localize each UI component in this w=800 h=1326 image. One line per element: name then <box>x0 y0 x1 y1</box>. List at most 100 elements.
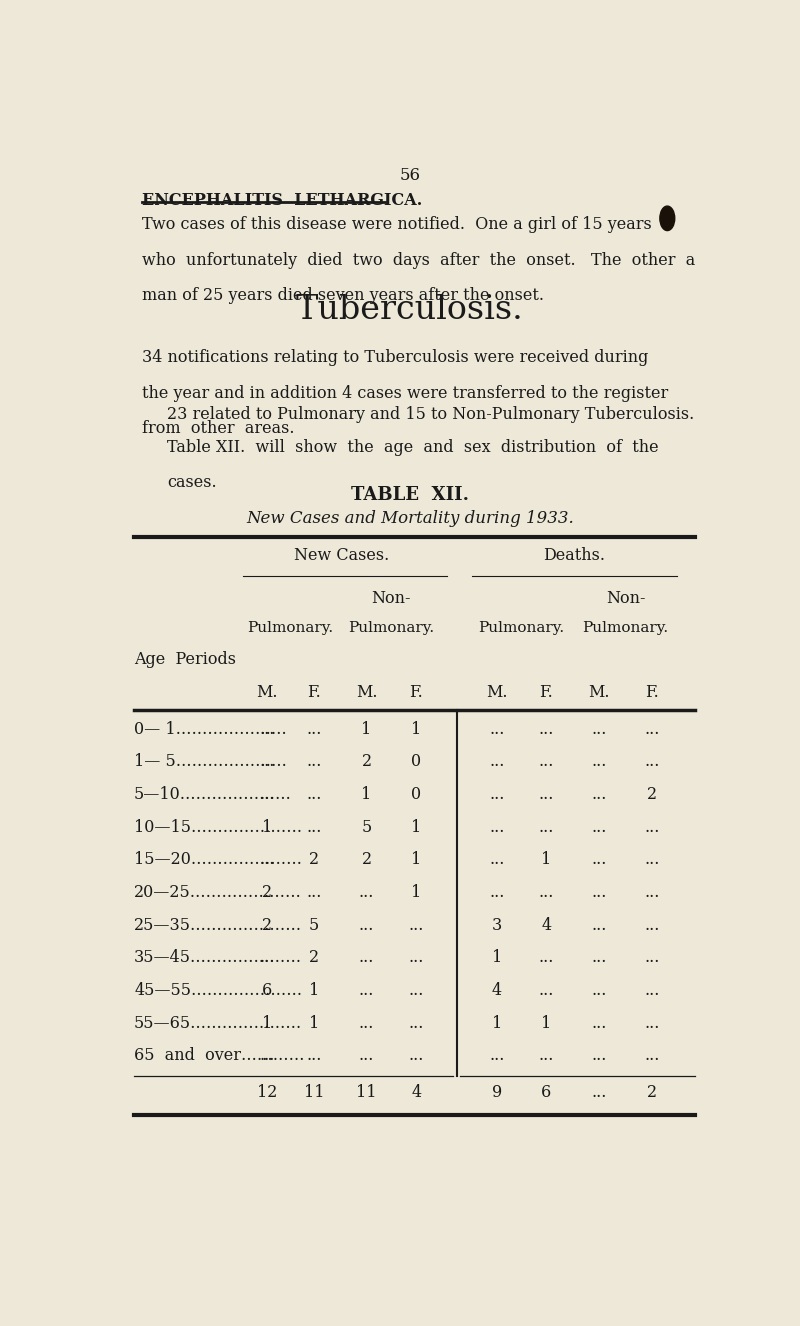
Text: 3: 3 <box>492 916 502 934</box>
Text: ...: ... <box>489 721 505 737</box>
Text: 1: 1 <box>362 786 372 804</box>
Text: ...: ... <box>306 721 322 737</box>
Text: 1: 1 <box>362 721 372 737</box>
Text: ...: ... <box>591 1048 606 1065</box>
Text: 0: 0 <box>411 786 422 804</box>
Text: ...: ... <box>591 786 606 804</box>
Text: ...: ... <box>489 818 505 835</box>
Text: ...: ... <box>409 949 424 967</box>
Text: F.: F. <box>410 684 423 701</box>
Text: Age  Periods: Age Periods <box>134 651 236 668</box>
Text: M.: M. <box>588 684 610 701</box>
Text: 2: 2 <box>646 786 657 804</box>
Text: 1: 1 <box>492 949 502 967</box>
Text: who  unfortunately  died  two  days  after  the  onset.   The  other  a: who unfortunately died two days after th… <box>142 252 695 269</box>
Text: 2: 2 <box>309 851 319 869</box>
Text: 4: 4 <box>411 1085 422 1101</box>
Text: 1— 5…………………: 1— 5………………… <box>134 753 287 770</box>
Text: ...: ... <box>591 983 606 998</box>
Text: M.: M. <box>356 684 378 701</box>
Text: ...: ... <box>538 983 554 998</box>
Text: ...: ... <box>489 851 505 869</box>
Text: 1: 1 <box>309 1014 319 1032</box>
Text: ...: ... <box>306 786 322 804</box>
Text: man of 25 years died seven years after the onset.: man of 25 years died seven years after t… <box>142 288 544 305</box>
Text: ...: ... <box>359 884 374 902</box>
Text: New Cases and Mortality during 1933.: New Cases and Mortality during 1933. <box>246 511 574 528</box>
Text: Pulmonary.: Pulmonary. <box>478 621 565 635</box>
Text: 0: 0 <box>411 753 422 770</box>
Text: 2: 2 <box>646 1085 657 1101</box>
Text: ...: ... <box>306 753 322 770</box>
Text: 1: 1 <box>411 818 422 835</box>
Text: Tuberculosis.: Tuberculosis. <box>296 294 524 326</box>
Text: ...: ... <box>591 949 606 967</box>
Text: M.: M. <box>257 684 278 701</box>
Text: 2: 2 <box>309 949 319 967</box>
Circle shape <box>660 206 674 231</box>
Text: 12: 12 <box>258 1085 278 1101</box>
Text: 10—15…………………: 10—15………………… <box>134 818 302 835</box>
Text: ...: ... <box>489 1048 505 1065</box>
Text: ...: ... <box>489 786 505 804</box>
Text: ...: ... <box>644 1048 659 1065</box>
Text: 4: 4 <box>542 916 551 934</box>
Text: ...: ... <box>359 1048 374 1065</box>
Text: 1: 1 <box>262 1014 273 1032</box>
Text: 1: 1 <box>411 851 422 869</box>
Text: F.: F. <box>645 684 658 701</box>
Text: 5: 5 <box>362 818 372 835</box>
Text: ...: ... <box>591 818 606 835</box>
Text: Non-: Non- <box>606 590 646 607</box>
Text: Table XII.  will  show  the  age  and  sex  distribution  of  the: Table XII. will show the age and sex dis… <box>167 439 658 456</box>
Text: ...: ... <box>538 818 554 835</box>
Text: ...: ... <box>359 916 374 934</box>
Text: 35—45…………………: 35—45………………… <box>134 949 302 967</box>
Text: 1: 1 <box>492 1014 502 1032</box>
Text: ...: ... <box>591 753 606 770</box>
Text: ...: ... <box>538 786 554 804</box>
Text: ...: ... <box>306 884 322 902</box>
Text: 6: 6 <box>542 1085 551 1101</box>
Text: 45—55…………………: 45—55………………… <box>134 983 302 998</box>
Text: ...: ... <box>644 884 659 902</box>
Text: ...: ... <box>591 721 606 737</box>
Text: ...: ... <box>591 916 606 934</box>
Text: 5: 5 <box>309 916 319 934</box>
Text: ...: ... <box>538 949 554 967</box>
Text: 1: 1 <box>411 884 422 902</box>
Text: 2: 2 <box>362 753 372 770</box>
Text: 2: 2 <box>262 884 273 902</box>
Text: 4: 4 <box>492 983 502 998</box>
Text: ...: ... <box>591 884 606 902</box>
Text: ...: ... <box>644 818 659 835</box>
Text: Pulmonary.: Pulmonary. <box>348 621 434 635</box>
Text: ...: ... <box>538 1048 554 1065</box>
Text: ...: ... <box>644 721 659 737</box>
Text: F.: F. <box>539 684 554 701</box>
Text: 56: 56 <box>399 167 421 184</box>
Text: ...: ... <box>260 753 275 770</box>
Text: ...: ... <box>409 916 424 934</box>
Text: the year and in addition 4 cases were transferred to the register: the year and in addition 4 cases were tr… <box>142 385 669 402</box>
Text: 25—35…………………: 25—35………………… <box>134 916 302 934</box>
Text: ...: ... <box>489 753 505 770</box>
Text: ...: ... <box>538 884 554 902</box>
Text: ...: ... <box>306 1048 322 1065</box>
Text: Two cases of this disease were notified.  One a girl of 15 years: Two cases of this disease were notified.… <box>142 216 652 233</box>
Text: ...: ... <box>644 916 659 934</box>
Text: ...: ... <box>359 983 374 998</box>
Text: from  other  areas.: from other areas. <box>142 420 294 438</box>
Text: F.: F. <box>307 684 321 701</box>
Text: 2: 2 <box>362 851 372 869</box>
Text: ...: ... <box>409 1014 424 1032</box>
Text: TABLE  XII.: TABLE XII. <box>351 485 469 504</box>
Text: 55—65…………………: 55—65………………… <box>134 1014 302 1032</box>
Text: Pulmonary.: Pulmonary. <box>247 621 334 635</box>
Text: 23 related to Pulmonary and 15 to Non-Pulmonary Tuberculosis.: 23 related to Pulmonary and 15 to Non-Pu… <box>167 406 694 423</box>
Text: ...: ... <box>591 851 606 869</box>
Text: ...: ... <box>644 949 659 967</box>
Text: 6: 6 <box>262 983 273 998</box>
Text: ...: ... <box>409 1048 424 1065</box>
Text: New Cases.: New Cases. <box>294 548 390 564</box>
